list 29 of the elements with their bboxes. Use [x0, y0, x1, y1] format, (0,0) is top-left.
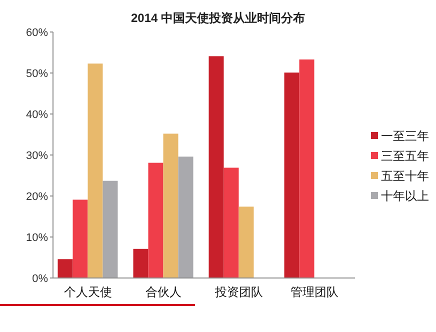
- y-tick-label: 50%: [26, 68, 48, 80]
- y-tick-label: 30%: [26, 150, 48, 162]
- x-tick-label: 个人天使: [64, 285, 112, 299]
- x-tick-label: 管理团队: [290, 285, 338, 299]
- x-tick-label: 合伙人: [145, 285, 182, 299]
- bar: [148, 162, 164, 278]
- y-tick-label: 60%: [26, 27, 48, 39]
- bar: [88, 64, 103, 278]
- legend-label: 五至十年: [381, 169, 429, 183]
- bar: [102, 180, 118, 278]
- legend-label: 三至五年: [381, 149, 429, 163]
- bar: [208, 56, 224, 278]
- y-tick-label: 40%: [26, 109, 48, 121]
- y-tick-label: 0%: [32, 273, 48, 285]
- bar: [133, 248, 148, 278]
- x-tick-label: 投资团队: [214, 285, 263, 299]
- bar: [58, 259, 73, 278]
- bar: [163, 134, 178, 278]
- bar: [224, 168, 239, 278]
- legend-label: 十年以上: [381, 189, 429, 203]
- bar: [178, 156, 194, 278]
- y-tick-label: 10%: [26, 232, 48, 244]
- bar: [238, 206, 254, 278]
- legend-label: 一至三年: [381, 129, 429, 143]
- bar: [299, 59, 314, 278]
- bar: [284, 72, 300, 278]
- bar: [72, 200, 88, 278]
- y-tick-label: 20%: [26, 191, 48, 203]
- chart-title: 2014 中国天使投资从业时间分布: [130, 11, 306, 25]
